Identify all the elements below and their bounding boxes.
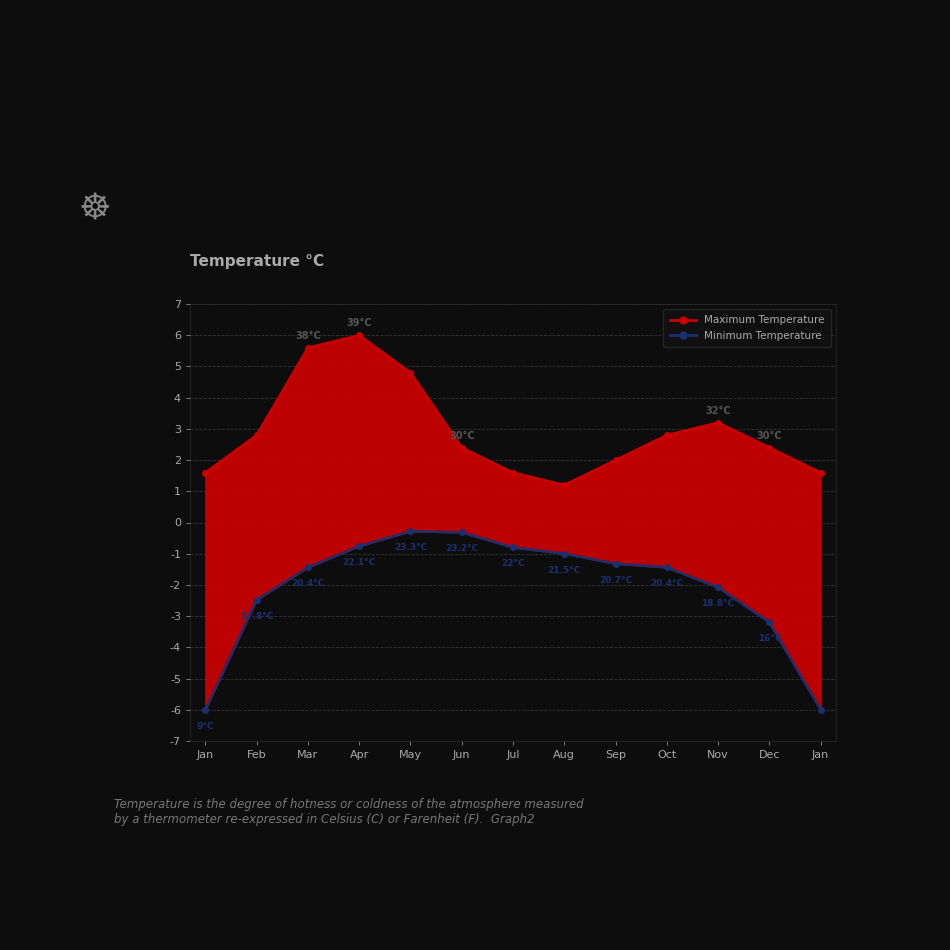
Legend: Maximum Temperature, Minimum Temperature: Maximum Temperature, Minimum Temperature xyxy=(663,309,831,347)
Text: 20.7°C: 20.7°C xyxy=(598,576,632,584)
Text: 21.5°C: 21.5°C xyxy=(547,565,580,575)
Text: 30°C: 30°C xyxy=(449,430,475,441)
Text: Temperature °C: Temperature °C xyxy=(190,254,324,269)
Text: 39°C: 39°C xyxy=(347,318,372,329)
Text: Temperature is the degree of hotness or coldness of the atmosphere measured
by a: Temperature is the degree of hotness or … xyxy=(114,798,583,826)
Text: 32°C: 32°C xyxy=(705,406,731,416)
Text: ☸: ☸ xyxy=(79,192,111,226)
Text: 22.1°C: 22.1°C xyxy=(343,558,376,567)
Text: 20.4°C: 20.4°C xyxy=(292,580,325,588)
Text: 9°C: 9°C xyxy=(197,722,214,731)
Text: 20.4°C: 20.4°C xyxy=(650,580,683,588)
Text: 30°C: 30°C xyxy=(756,430,782,441)
Text: 18.8°C: 18.8°C xyxy=(701,599,734,608)
Text: 38°C: 38°C xyxy=(295,331,321,341)
Text: 16°C: 16°C xyxy=(757,635,781,643)
Text: 22°C: 22°C xyxy=(502,560,524,568)
Text: 23.3°C: 23.3°C xyxy=(394,543,428,552)
Text: 23.2°C: 23.2°C xyxy=(446,544,479,553)
Text: 17.8°C: 17.8°C xyxy=(240,612,274,620)
